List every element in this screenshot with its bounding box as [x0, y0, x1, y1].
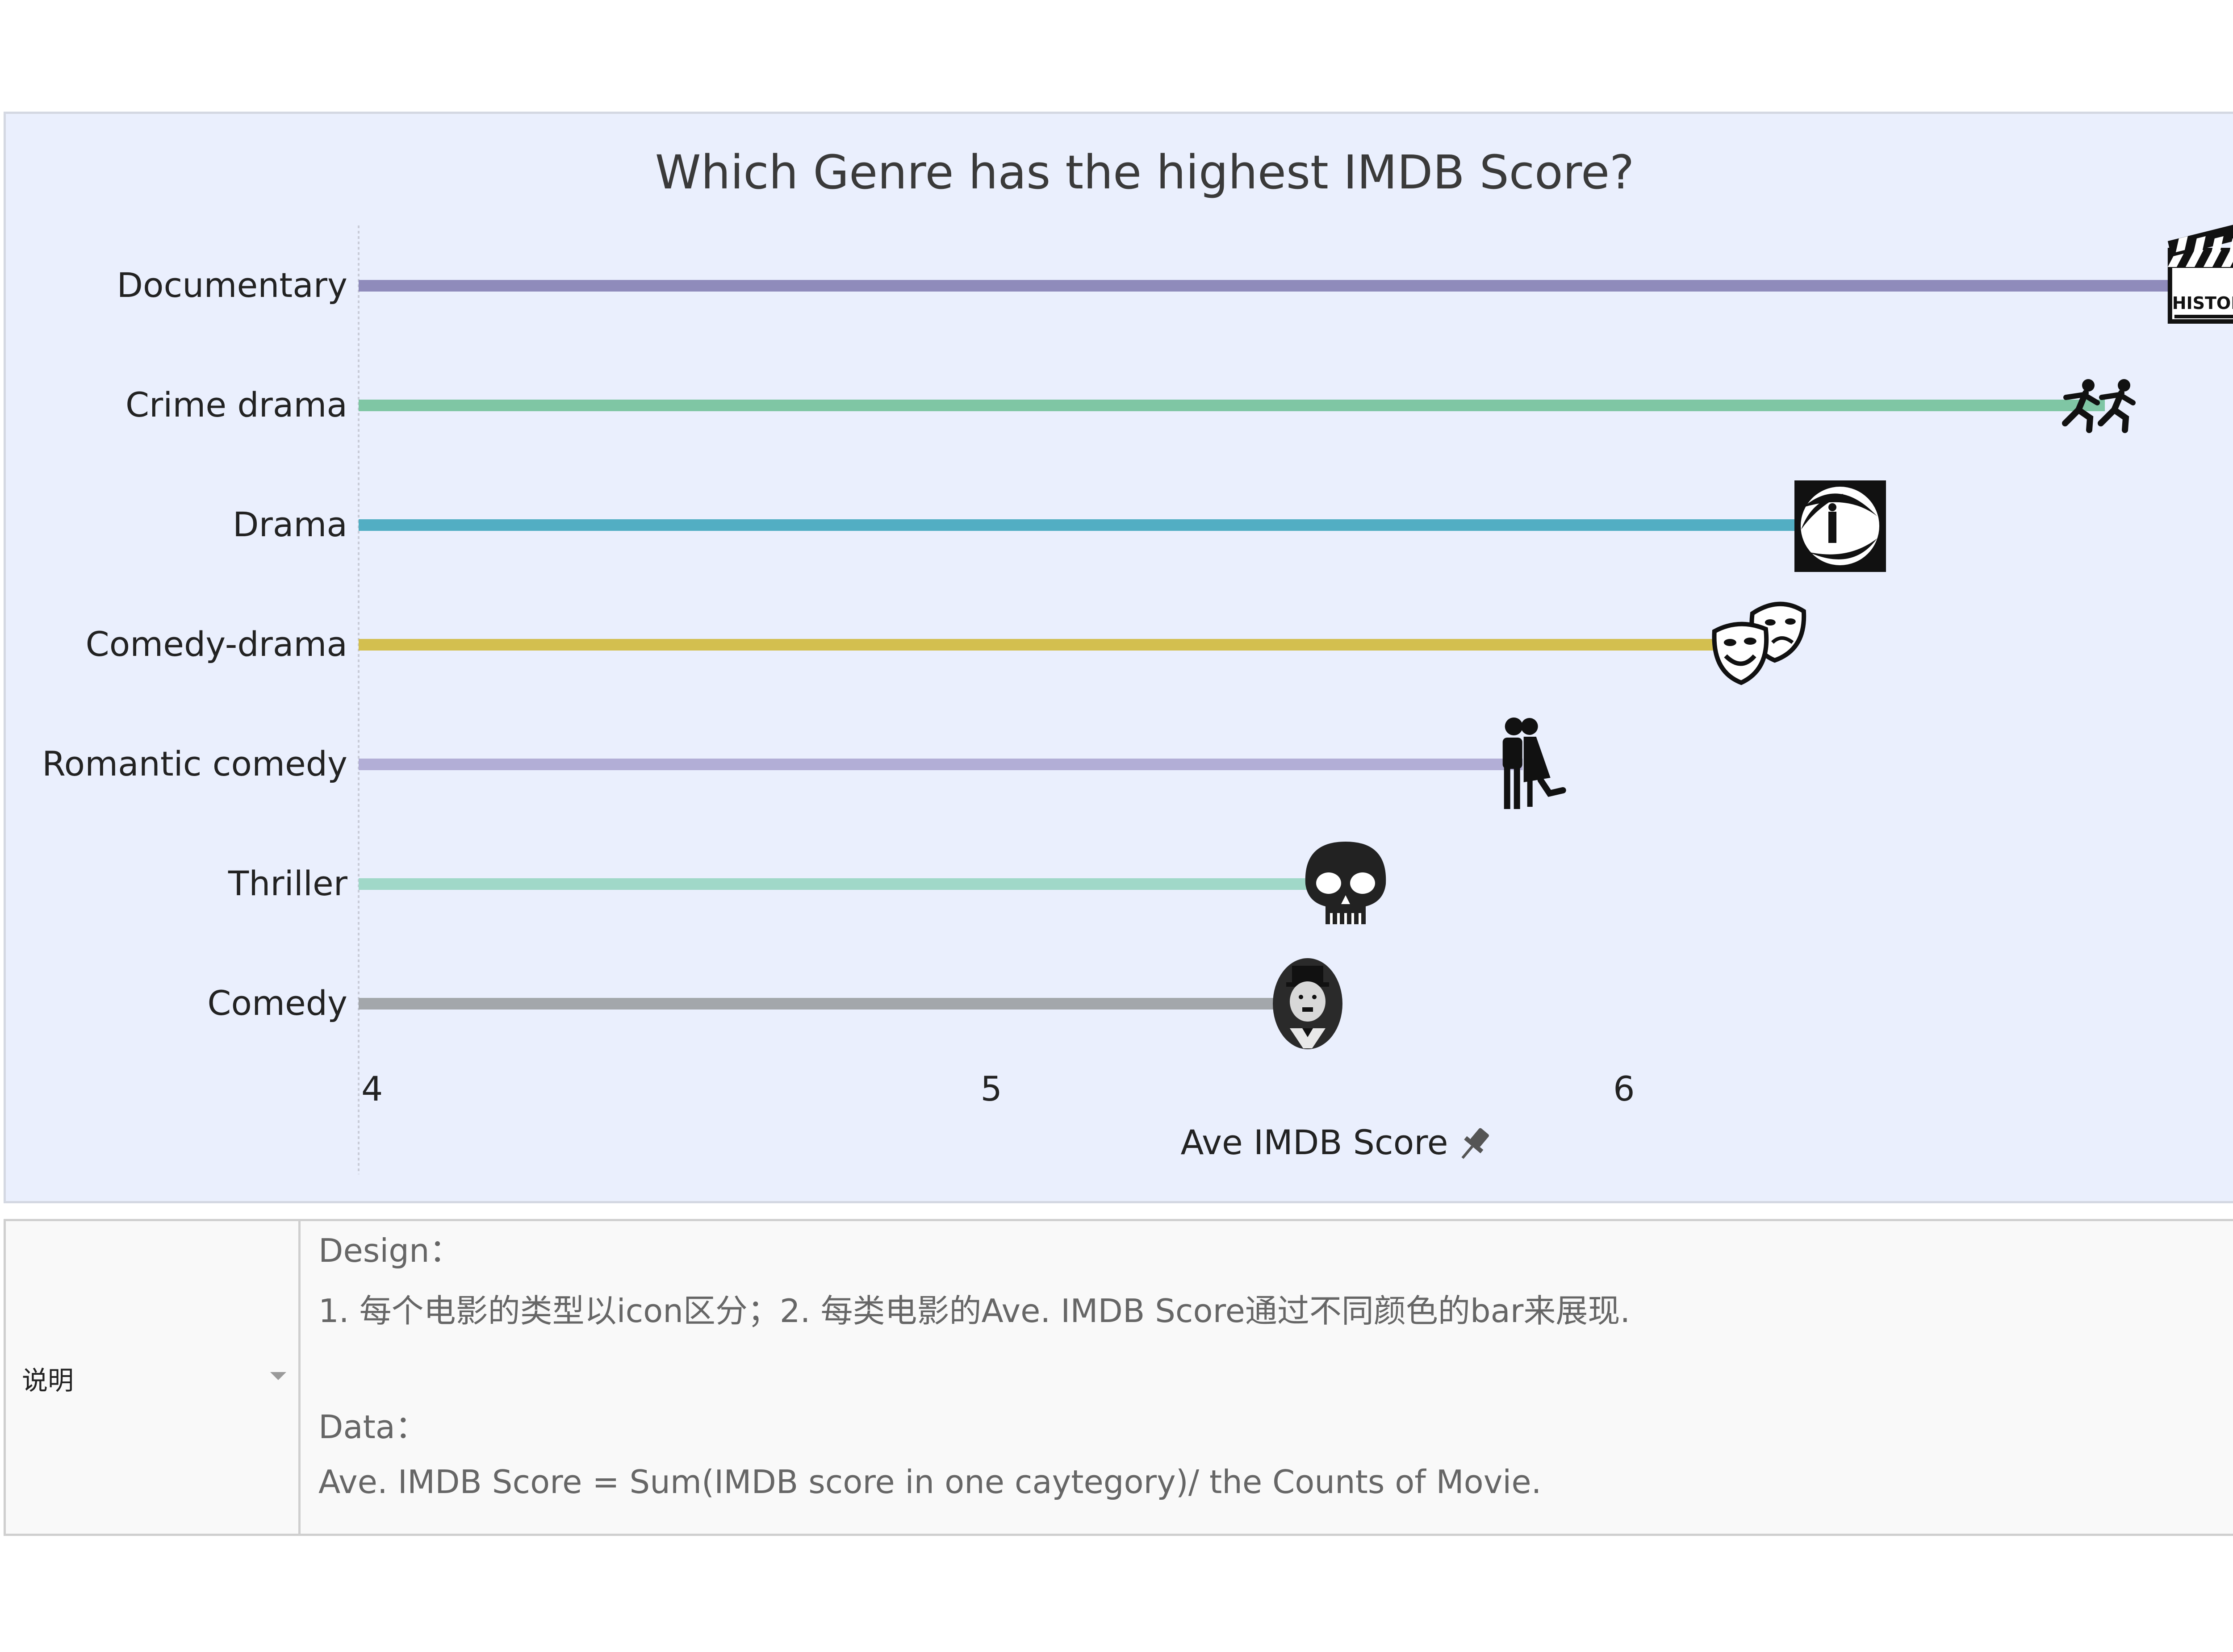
category-label: Thriller	[228, 864, 348, 903]
theater-masks-icon	[1712, 601, 1806, 685]
running-figures-icon	[2062, 379, 2136, 433]
notes-panel: 说明 Design： 1. 每个电影的类型以icon区分；2. 每类电影的Ave…	[4, 1219, 2233, 1536]
category-label: Drama	[233, 505, 347, 544]
bar[interactable]	[359, 759, 1523, 770]
bar[interactable]	[359, 998, 1308, 1010]
data-heading: Data：	[318, 1408, 427, 1446]
design-text: 1. 每个电影的类型以icon区分；2. 每类电影的Ave. IMDB Scor…	[318, 1292, 1631, 1330]
notes-filter[interactable]: 说明	[6, 1221, 301, 1534]
category-label: Crime drama	[125, 385, 347, 425]
chart-title: Which Genre has the highest IMDB Score?	[655, 145, 1635, 200]
data-text: Ave. IMDB Score = Sum(IMDB score in one …	[318, 1463, 1542, 1501]
chart-panel: Which Genre has the highest IMDB Score? …	[4, 112, 2233, 1203]
bar[interactable]	[359, 280, 2212, 292]
x-tick-label: 4	[361, 1069, 383, 1109]
design-heading: Design：	[318, 1232, 462, 1269]
category-label: Romantic comedy	[42, 744, 347, 784]
bar-chart: 4567Ave IMDB ScoreDocumentaryHISTORYCrim…	[42, 225, 2233, 1174]
bar[interactable]	[359, 878, 1346, 890]
chaplin-portrait-icon	[1273, 958, 1342, 1049]
pin-icon[interactable]	[1454, 1125, 1493, 1165]
bar[interactable]	[359, 639, 1757, 651]
couple-kissing-icon	[1502, 718, 1566, 809]
notes-label: 说明	[22, 1365, 74, 1396]
category-label: Documentary	[117, 265, 347, 305]
x-axis-title: Ave IMDB Score	[1180, 1122, 1448, 1162]
chevron-down-icon[interactable]	[270, 1372, 286, 1380]
clapperboard-text: HISTORY	[2172, 293, 2233, 313]
clapperboard-history-icon: HISTORY	[2167, 225, 2233, 324]
skull-icon	[1305, 842, 1386, 924]
spy-gunbarrel-icon	[1794, 480, 1886, 572]
bar[interactable]	[359, 400, 2105, 411]
x-tick-label: 5	[980, 1069, 1002, 1109]
category-label: Comedy-drama	[86, 624, 347, 664]
bar[interactable]	[359, 519, 1839, 531]
category-label: Comedy	[207, 983, 347, 1023]
x-tick-label: 6	[1613, 1069, 1635, 1109]
